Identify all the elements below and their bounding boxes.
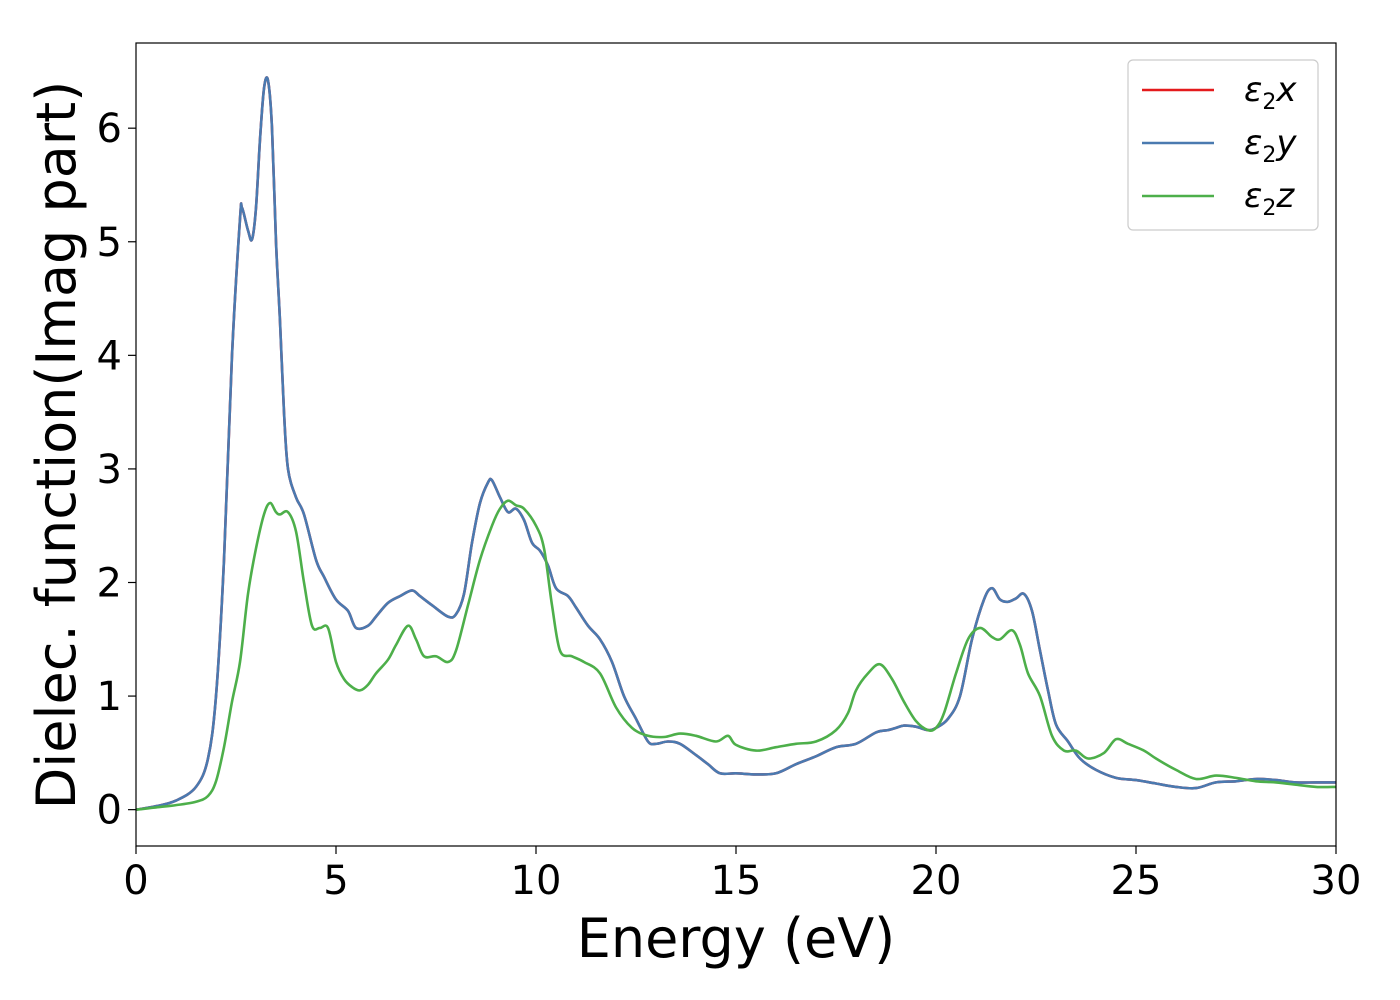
legend-label-y: ε2y <box>1244 123 1297 168</box>
legend-axis: z <box>1275 176 1295 216</box>
legend-subscript: 2 <box>1262 143 1276 168</box>
x-tick-label: 0 <box>123 858 148 904</box>
legend-subscript: 2 <box>1262 90 1276 115</box>
x-tick-label: 20 <box>911 858 962 904</box>
x-tick-label: 15 <box>711 858 762 904</box>
y-axis-ticks: 0 1 2 3 4 5 6 <box>97 106 136 834</box>
x-tick-label: 10 <box>511 858 562 904</box>
legend-symbol: ε <box>1244 70 1262 110</box>
y-tick-label: 4 <box>97 333 122 379</box>
x-tick-label: 5 <box>323 858 348 904</box>
legend-axis: x <box>1275 70 1297 110</box>
legend-label-x: ε2x <box>1244 70 1297 115</box>
legend-symbol: ε <box>1244 176 1262 216</box>
legend-box <box>1127 59 1319 231</box>
y-tick-label: 6 <box>97 106 122 152</box>
y-axis-label: Dielec. function(Imag part) <box>25 81 88 810</box>
x-tick-label: 30 <box>1311 858 1362 904</box>
legend-axis: y <box>1275 123 1297 163</box>
series-layer <box>136 76 1336 811</box>
x-tick-label: 25 <box>1111 858 1162 904</box>
y-tick-label: 0 <box>97 788 122 834</box>
legend-label-z: ε2z <box>1244 176 1295 221</box>
legend-subscript: 2 <box>1262 196 1276 221</box>
y-tick-label: 1 <box>97 674 122 720</box>
series-line-z <box>136 499 1336 811</box>
x-axis-ticks: 0 5 10 15 20 25 30 <box>123 846 1361 904</box>
series-line-y <box>136 76 1336 811</box>
y-tick-label: 5 <box>97 220 122 266</box>
x-axis-label: Energy (eV) <box>577 907 896 970</box>
legend-symbol: ε <box>1244 123 1262 163</box>
y-tick-label: 3 <box>97 447 122 493</box>
y-tick-label: 2 <box>97 560 122 606</box>
